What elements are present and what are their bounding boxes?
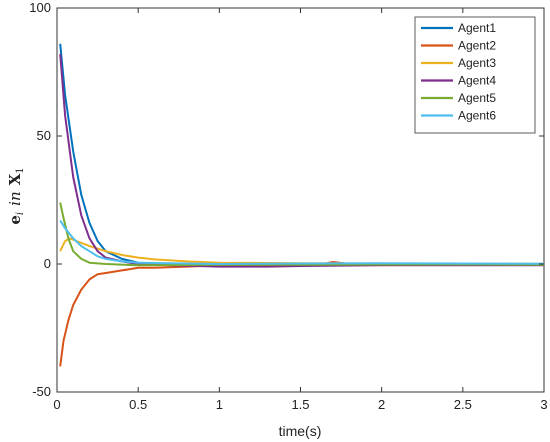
y-axis-label: ei in X1 — [6, 167, 26, 224]
svg-text:eiinX1: ei in X1 — [6, 167, 26, 224]
legend-label: Agent6 — [458, 109, 496, 123]
x-tick-label: 2 — [378, 397, 385, 412]
y-tick-label: 0 — [44, 256, 51, 271]
legend: Agent1 Agent2 Agent3 Agent4 Agent5 Agent6 — [414, 16, 536, 134]
x-tick-label: 1.5 — [291, 397, 309, 412]
legend-box — [414, 16, 536, 134]
y-label-var-sub: 1 — [15, 167, 26, 173]
legend-label: Agent3 — [458, 56, 496, 70]
y-tick-label: 50 — [37, 128, 51, 143]
y-label-mid: in — [6, 191, 24, 205]
y-label-base: e — [6, 215, 24, 225]
legend-label: Agent2 — [458, 39, 496, 53]
x-tick-label: 0 — [53, 397, 60, 412]
y-axis-ticks: -50 0 50 100 — [29, 0, 544, 399]
x-tick-label: 0.5 — [129, 397, 147, 412]
x-tick-label: 1 — [216, 397, 223, 412]
x-axis-label: time(s) — [279, 423, 322, 439]
x-tick-label: 2.5 — [454, 397, 472, 412]
series-line-agent5 — [59, 202, 545, 267]
legend-label: Agent4 — [458, 74, 496, 88]
x-axis-ticks: 0 0.5 1 1.5 2 2.5 3 — [53, 8, 548, 412]
y-tick-label: 100 — [29, 0, 51, 15]
y-label-var: X — [6, 173, 24, 185]
x-tick-label: 3 — [540, 397, 547, 412]
y-tick-label: -50 — [32, 384, 51, 399]
series-line-agent6 — [59, 219, 545, 265]
series-layer — [59, 43, 545, 367]
y-label-sub: i — [15, 212, 26, 215]
legend-label: Agent5 — [458, 91, 496, 105]
legend-label: Agent1 — [458, 21, 496, 35]
